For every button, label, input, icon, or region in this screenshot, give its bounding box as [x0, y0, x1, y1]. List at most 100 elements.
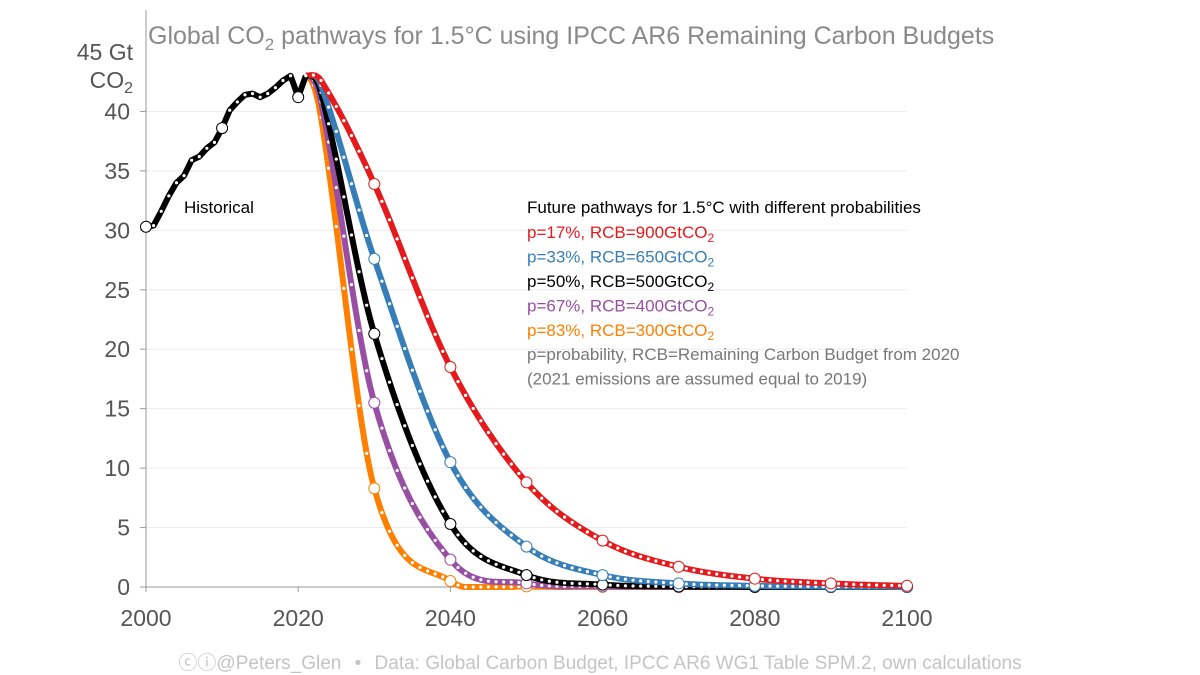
series-year-dot — [608, 543, 612, 547]
series-decade-marker — [368, 482, 381, 495]
series-year-dot — [776, 579, 780, 583]
series-year-dot — [578, 568, 582, 572]
series-year-dot — [403, 256, 407, 260]
series-year-dot — [334, 186, 338, 190]
series-year-dot — [897, 584, 901, 588]
series-year-dot — [433, 332, 437, 336]
series-year-dot — [425, 527, 430, 532]
series-year-dot — [639, 555, 643, 559]
series-year-dot — [441, 349, 445, 353]
series-year-dot — [425, 569, 430, 573]
series-year-dot — [517, 570, 521, 574]
series-year-dot — [410, 368, 414, 372]
series-year-dot — [547, 584, 551, 588]
series-decade-marker — [368, 252, 381, 265]
series-year-dot — [464, 542, 468, 546]
historical-year-dot — [174, 181, 179, 185]
x-tick-label: 2060 — [577, 605, 628, 631]
series-decade-marker — [520, 569, 533, 582]
series-year-dot — [334, 104, 338, 109]
series-year-dot — [783, 579, 787, 583]
historical-label: Historical — [184, 198, 254, 217]
series-year-dot — [456, 565, 460, 570]
series-year-dot — [669, 563, 673, 567]
series-year-dot — [562, 564, 567, 568]
series-year-dot — [585, 530, 589, 534]
series-year-dot — [349, 182, 354, 186]
series-year-dot — [509, 568, 513, 572]
series-year-dot — [623, 577, 628, 581]
series-year-dot — [433, 495, 437, 499]
series-year-dot — [365, 303, 369, 307]
series-year-dot — [654, 584, 658, 588]
legend-entry: p=33%, RCB=650GtCO2 — [527, 248, 714, 270]
series-year-dot — [593, 571, 597, 575]
series-year-dot — [509, 462, 513, 466]
historical-decade-marker — [292, 91, 305, 104]
series-year-dot — [319, 78, 323, 83]
series-year-dot — [395, 324, 399, 328]
legend-title: Future pathways for 1.5°C with different… — [527, 198, 921, 217]
series-year-dot — [471, 585, 475, 589]
series-year-dot — [623, 584, 628, 588]
series-decade-marker — [520, 540, 533, 553]
series-year-dot — [425, 479, 430, 483]
series-year-dot — [502, 565, 506, 569]
series-year-dot — [760, 577, 765, 582]
series-year-dot — [486, 585, 491, 589]
series-year-dot — [441, 445, 445, 449]
series-year-dot — [578, 582, 582, 586]
y-tick-label: 20 — [104, 336, 130, 362]
series-year-dot — [593, 582, 597, 586]
series-decade-marker — [520, 476, 533, 489]
series-year-dot — [798, 584, 803, 589]
series-year-dot — [722, 583, 726, 587]
series-year-dot — [441, 548, 445, 552]
series-year-dot — [425, 409, 430, 413]
series-year-dot — [540, 578, 544, 582]
series-year-dot — [692, 568, 696, 572]
historical-decade-marker — [216, 122, 229, 135]
series-year-dot — [486, 579, 491, 583]
series-year-dot — [410, 561, 414, 565]
series-decade-marker — [824, 577, 837, 590]
series-year-dot — [776, 584, 780, 588]
series-year-dot — [441, 509, 445, 513]
y-tick-label: 30 — [104, 217, 130, 243]
historical-year-dot — [243, 93, 247, 97]
series-year-dot — [433, 538, 437, 542]
series-decade-marker — [368, 396, 381, 409]
historical-year-dot — [288, 74, 293, 78]
series-year-dot — [403, 553, 407, 558]
historical-year-dot — [250, 92, 255, 96]
series-year-dot — [418, 295, 422, 299]
x-tick-label: 2040 — [425, 605, 476, 631]
series-year-dot — [654, 580, 658, 584]
series-decade-marker — [444, 553, 457, 566]
series-year-dot — [867, 583, 871, 587]
series-year-dot — [547, 503, 551, 507]
series-year-dot — [479, 419, 483, 423]
footer-bullet: • — [354, 653, 362, 674]
series-decade-marker — [596, 534, 609, 547]
series-year-dot — [441, 575, 445, 579]
series-year-dot — [646, 557, 650, 561]
series-year-dot — [540, 496, 544, 500]
series-year-dot — [814, 581, 818, 585]
y-tick-label: 25 — [104, 277, 130, 303]
series-year-dot — [502, 580, 506, 584]
series-year-dot — [357, 270, 361, 274]
series-year-dot — [806, 580, 810, 585]
series-year-dot — [380, 199, 384, 204]
series-year-dot — [334, 157, 338, 161]
legend-entry: p=50%, RCB=500GtCO2 — [527, 272, 714, 294]
series-year-dot — [631, 552, 635, 556]
series-year-dot — [395, 468, 399, 473]
series-decade-marker — [444, 575, 457, 588]
series-year-dot — [540, 583, 544, 587]
historical-year-dot — [159, 209, 163, 213]
series-year-dot — [464, 485, 468, 490]
series-year-dot — [639, 584, 643, 588]
historical-year-dot — [228, 108, 232, 112]
series-year-dot — [433, 428, 437, 432]
